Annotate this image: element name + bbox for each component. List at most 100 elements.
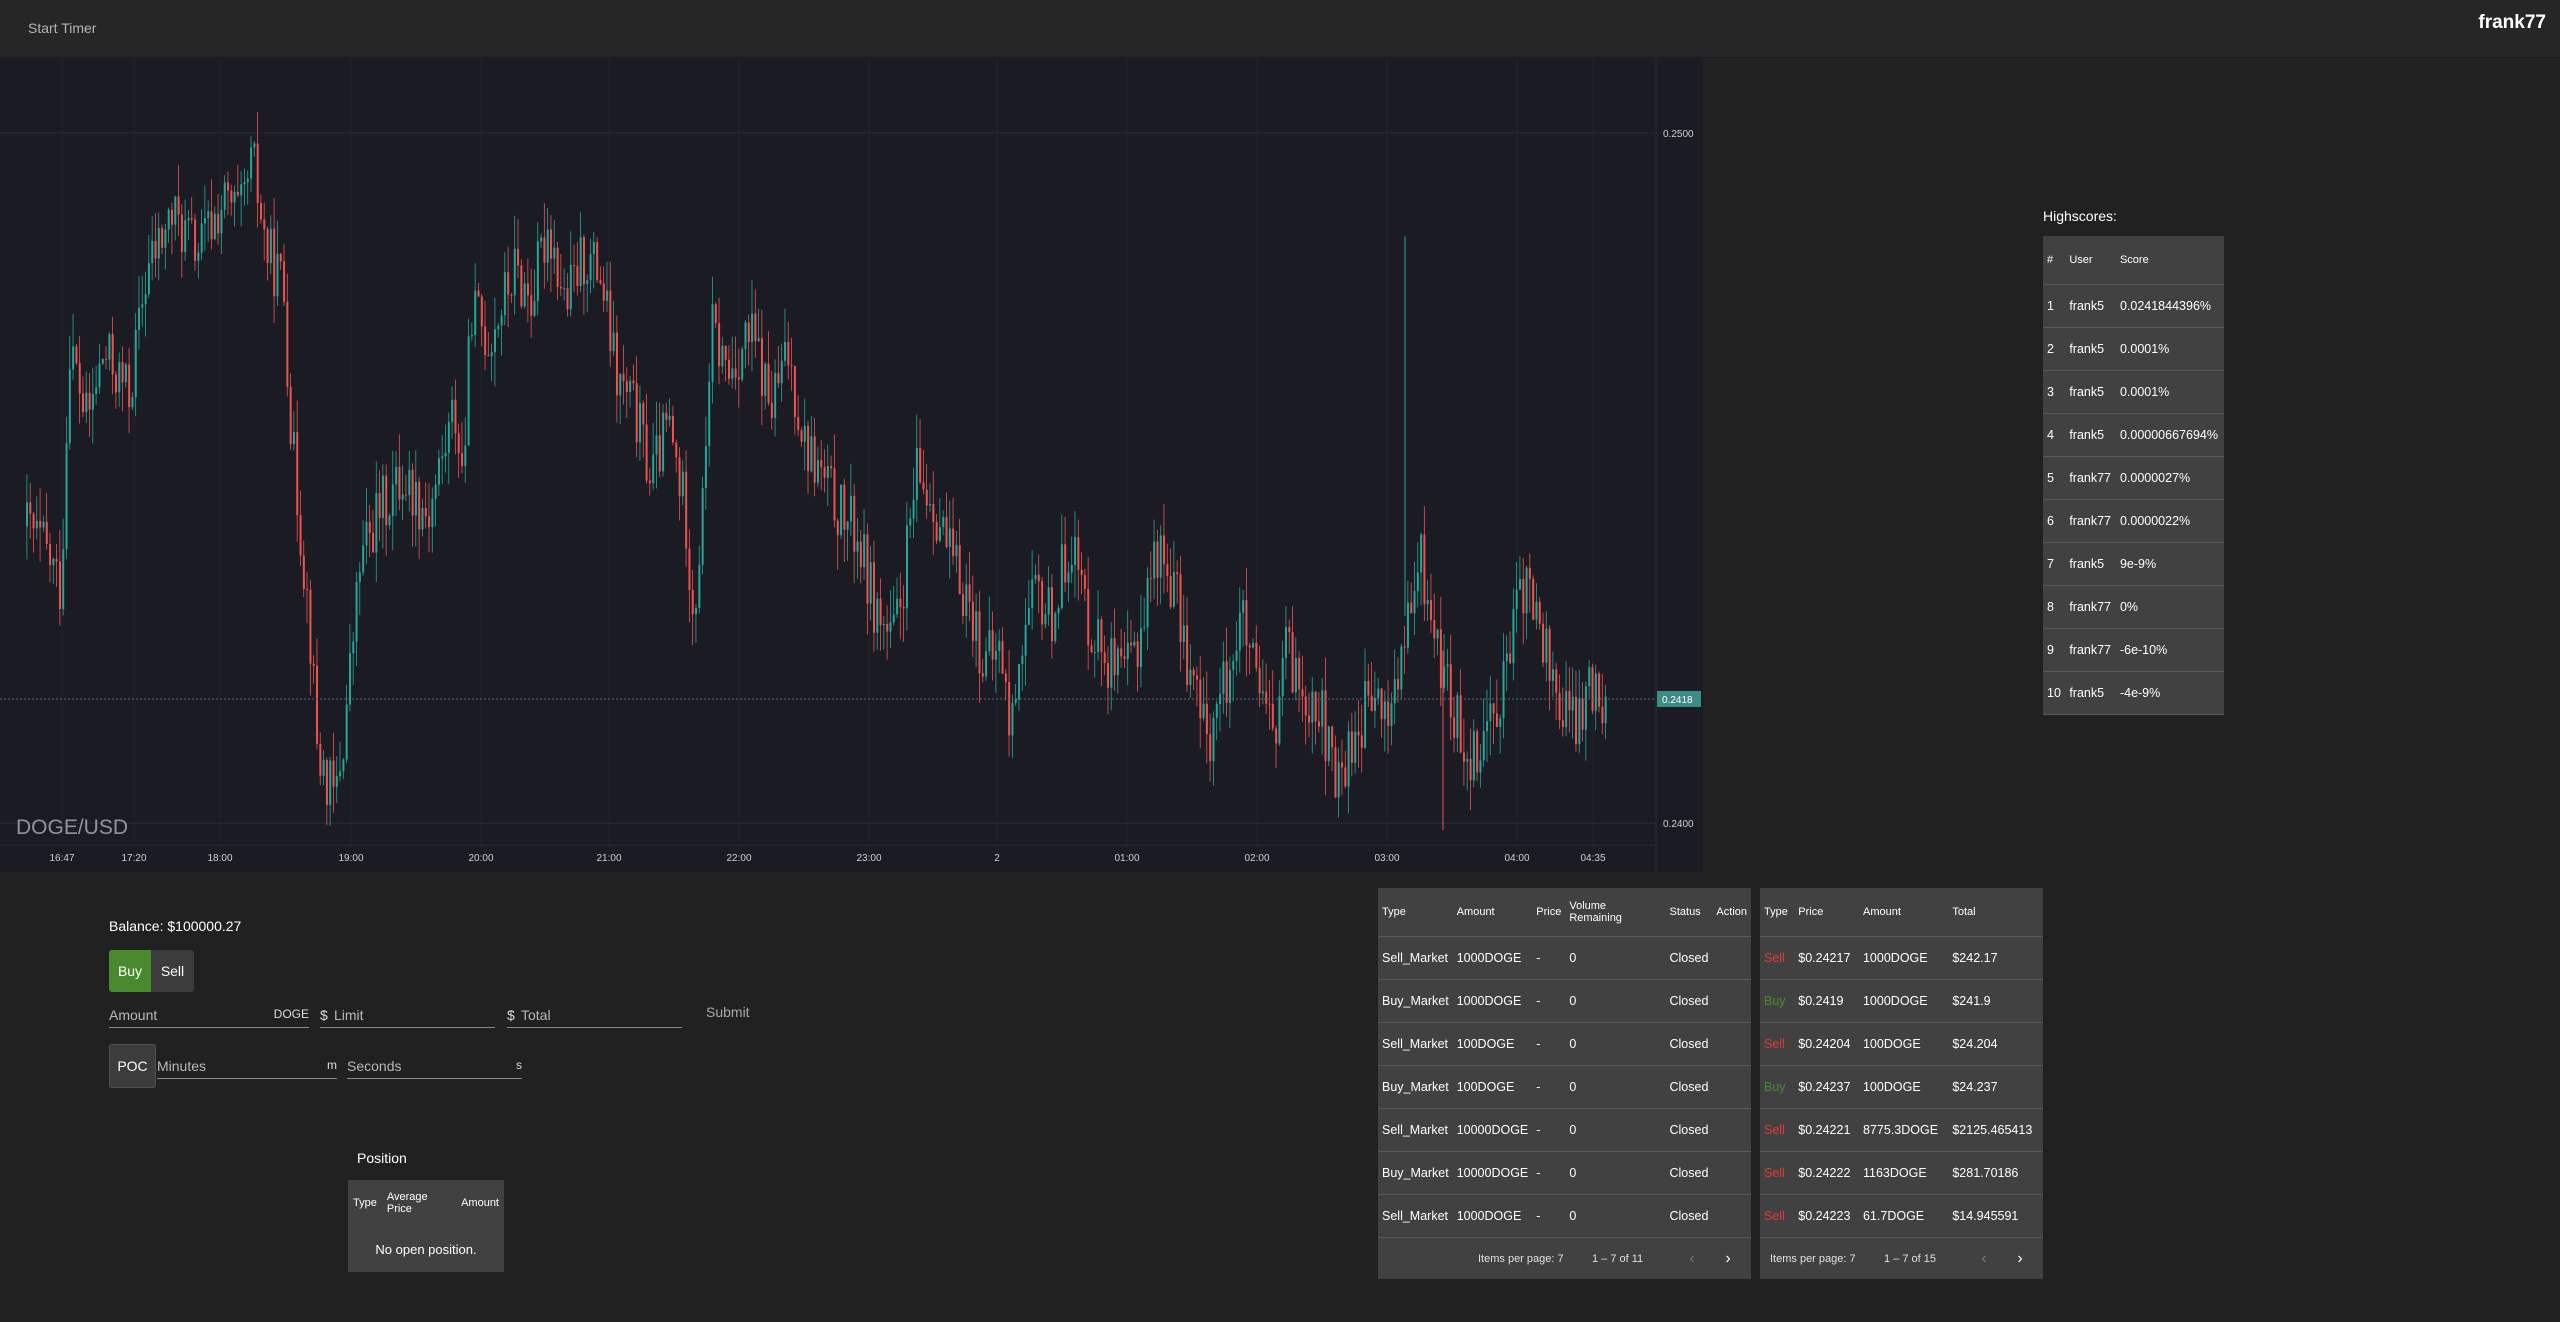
candle-body — [853, 495, 856, 552]
order-cell-action — [1712, 1065, 1751, 1109]
candle-body — [1107, 662, 1110, 688]
candle-body — [1350, 731, 1353, 763]
candle-body — [1252, 642, 1255, 648]
candle-body — [569, 265, 572, 310]
total-input[interactable] — [507, 1003, 681, 1027]
candle-body — [1271, 703, 1274, 729]
fill-cell-type: Sell — [1760, 1022, 1795, 1066]
highscore-cell-user: frank77 — [2065, 585, 2116, 629]
candle-body — [1410, 602, 1413, 614]
order-row: Buy_Market 100DOGE -0 Closed — [1378, 1065, 1751, 1109]
time-axis-label: 20:00 — [468, 853, 493, 864]
candle-body — [1357, 731, 1360, 736]
candle-body — [905, 525, 908, 609]
candle-body — [507, 272, 510, 295]
order-cell-price: - — [1532, 936, 1566, 980]
candle-body — [1397, 679, 1400, 690]
orders-col-type: Type — [1378, 888, 1453, 937]
candle-body — [332, 760, 335, 787]
candle-body — [1051, 587, 1053, 642]
order-cell-price: - — [1532, 1151, 1566, 1195]
candle-body — [1090, 645, 1093, 653]
submit-button[interactable]: Submit — [706, 1004, 750, 1020]
candle-body — [1149, 577, 1152, 579]
seconds-input[interactable] — [347, 1054, 522, 1078]
fill-cell-total: $24.237 — [1948, 1065, 2043, 1109]
amount-unit: DOGE — [273, 1007, 309, 1021]
minutes-input[interactable] — [157, 1054, 337, 1078]
buy-toggle-button[interactable]: Buy — [109, 950, 151, 992]
limit-input[interactable] — [320, 1003, 494, 1027]
order-cell-type: Buy_Market — [1378, 979, 1453, 1023]
fill-cell-type: Buy — [1760, 1065, 1795, 1109]
candle-body — [711, 304, 714, 382]
start-timer-button[interactable]: Start Timer — [18, 14, 106, 42]
fill-row: Sell $0.24217 1000DOGE $242.17 — [1760, 936, 2043, 980]
candle-body — [55, 558, 58, 562]
candle-body — [1505, 653, 1508, 662]
fill-cell-amount: 61.7DOGE — [1858, 1194, 1949, 1238]
fill-row: Sell $0.24223 61.7DOGE $14.945591 — [1760, 1194, 2043, 1238]
orders-prev-page-button[interactable]: ‹ — [1682, 1249, 1702, 1269]
candle-body — [171, 209, 174, 225]
fill-cell-amount: 1163DOGE — [1858, 1151, 1949, 1195]
candle-body — [1462, 752, 1465, 762]
candle-body — [157, 227, 160, 259]
candle-body — [800, 430, 803, 442]
candle-body — [1123, 656, 1126, 659]
last-price-marker — [1657, 690, 1701, 707]
candle-body — [1024, 624, 1027, 656]
price-chart[interactable]: 0.2418 0.2500 0.2400 16:47 17:20 18:00 19:00 20… — [0, 57, 1703, 872]
candle-body — [846, 521, 849, 530]
orders-col-action: Action — [1712, 888, 1751, 937]
time-axis-label: 17:20 — [121, 853, 146, 864]
candle-body — [681, 471, 684, 497]
fills-next-page-button[interactable]: › — [2010, 1249, 2030, 1269]
candle-body — [75, 346, 78, 363]
candle-body — [830, 465, 833, 469]
minutes-unit: m — [327, 1058, 337, 1072]
candle-body — [536, 241, 539, 301]
sell-toggle-button[interactable]: Sell — [151, 950, 194, 992]
candle-body — [32, 513, 35, 529]
orders-next-page-button[interactable]: › — [1718, 1249, 1738, 1269]
candle-body — [671, 415, 674, 443]
candle-body — [227, 182, 230, 191]
candle-body — [1245, 600, 1248, 646]
poc-button[interactable]: POC — [109, 1044, 156, 1088]
highscore-cell-score: 9e-9% — [2115, 542, 2224, 586]
candle-body — [1423, 534, 1426, 605]
seconds-unit: s — [516, 1058, 522, 1072]
candle-body — [530, 295, 533, 316]
candle-body — [975, 611, 978, 641]
fills-col-type: Type — [1760, 888, 1795, 937]
candle-body — [391, 484, 394, 516]
time-axis-label: 02:00 — [1244, 853, 1269, 864]
candle-body — [1212, 717, 1215, 762]
candle-body — [154, 240, 157, 259]
order-cell-volume-remaining: 0 — [1565, 979, 1666, 1023]
order-cell-amount: 1000DOGE — [1452, 936, 1533, 980]
candle-body — [968, 584, 971, 602]
candle-body — [1331, 726, 1334, 748]
candle-body — [1594, 673, 1597, 711]
candle-body — [246, 178, 249, 183]
position-col-amount: Amount — [461, 1197, 499, 1209]
candle-body — [912, 499, 915, 519]
candle-body — [639, 403, 642, 443]
candle-body — [1360, 735, 1363, 748]
candle-body — [1472, 731, 1475, 781]
candle-body — [1166, 564, 1169, 576]
candle-body — [1604, 696, 1607, 724]
candle-body — [668, 415, 671, 420]
highscores-title: Highscores: — [2043, 208, 2117, 224]
candle-body — [632, 380, 635, 384]
candle-body — [760, 338, 763, 396]
fills-prev-page-button[interactable]: ‹ — [1974, 1249, 1994, 1269]
order-cell-amount: 10000DOGE — [1452, 1151, 1533, 1195]
candle-body — [1011, 702, 1014, 736]
amount-input[interactable] — [109, 1003, 309, 1027]
candle-body — [385, 475, 388, 525]
candle-body — [477, 290, 480, 297]
